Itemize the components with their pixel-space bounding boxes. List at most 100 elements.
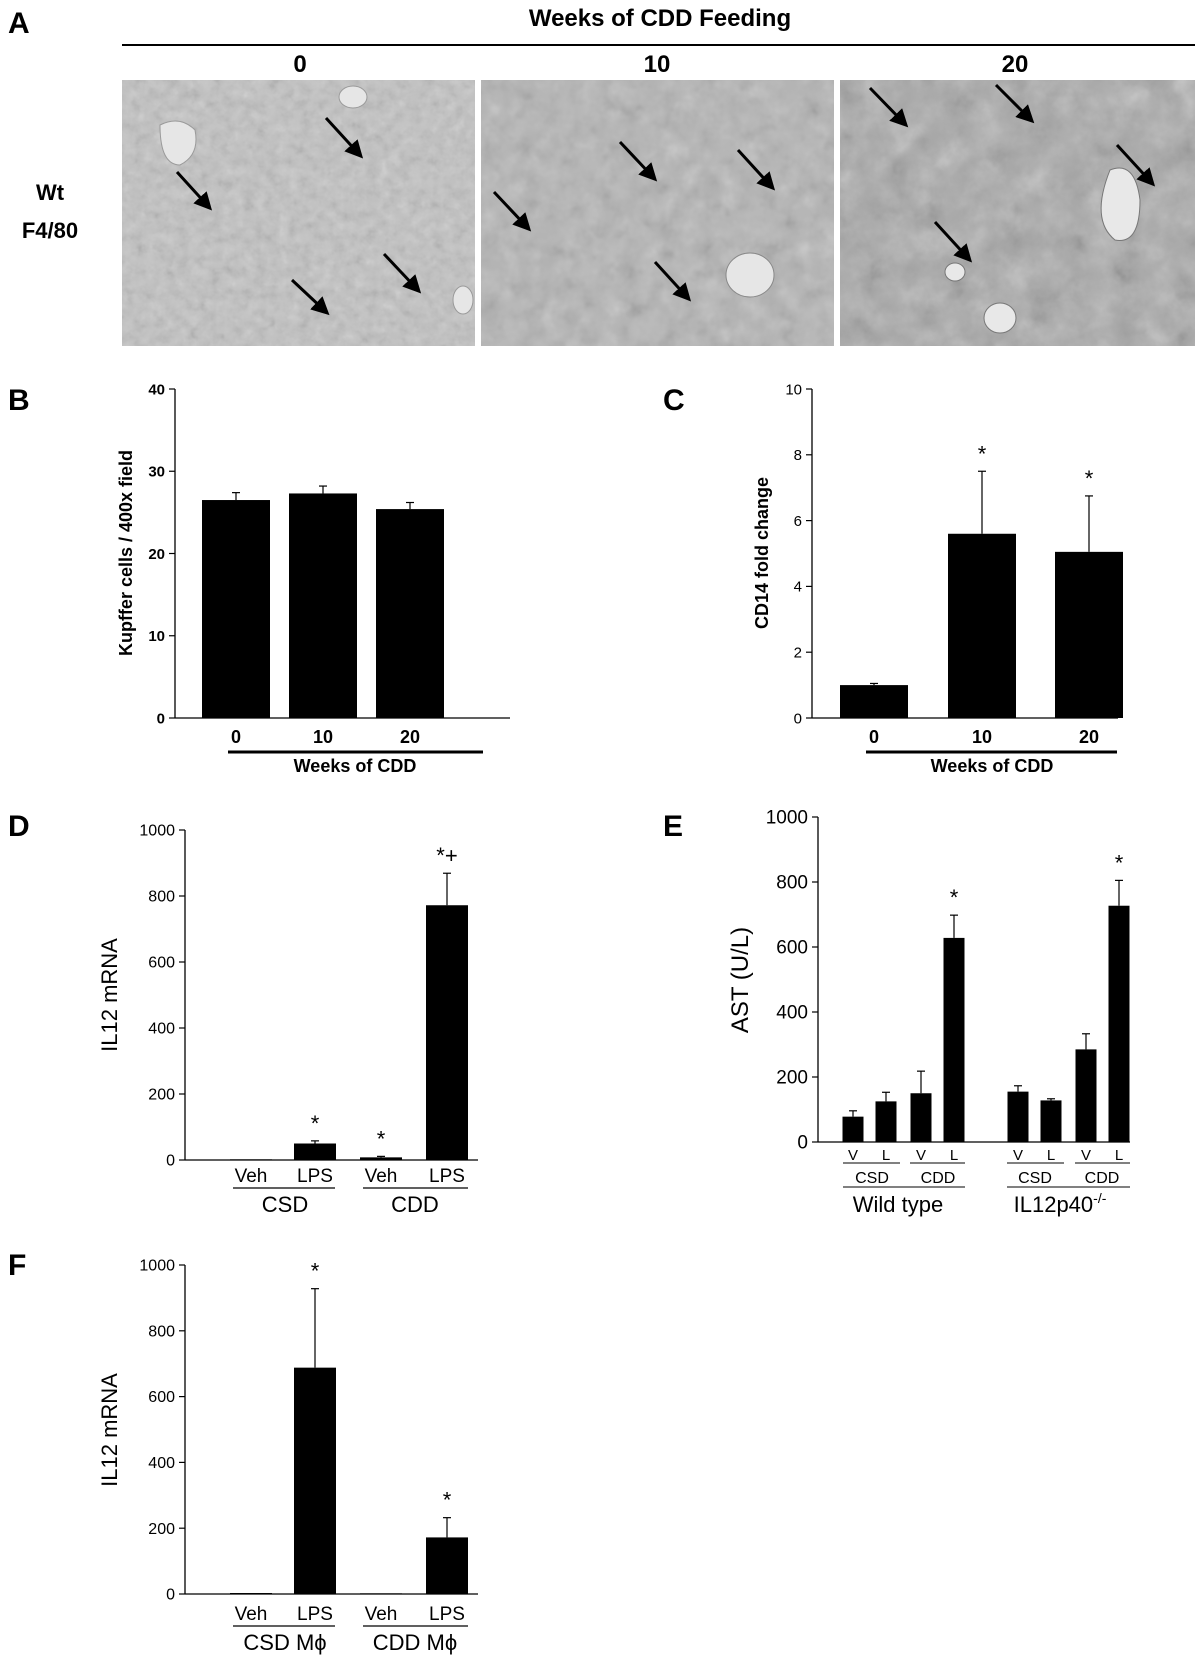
y-axis-label: AST (U/L) [727, 927, 754, 1033]
bar [294, 1367, 336, 1594]
bar [1108, 905, 1130, 1142]
panel-b-chart: B 0 10 20 30 40 Kupffer cells / 400x field 0 10 2… [8, 381, 510, 776]
panel-letter: F [8, 1249, 26, 1282]
x-axis-label: Weeks of CDD [931, 756, 1054, 776]
y-tick-label: 0 [797, 1133, 808, 1154]
micrograph-week-10 [481, 80, 834, 346]
panel-a: A Weeks of CDD Feeding 0 10 20 Wt F4/80 [8, 5, 1195, 346]
x-tick-label: L [1047, 1147, 1055, 1164]
group-label: CDD [391, 1192, 439, 1217]
panel-a-letter: A [8, 7, 30, 40]
panel-a-header: Weeks of CDD Feeding [529, 5, 791, 32]
y-tick-label: 10 [148, 628, 165, 645]
bar [1055, 551, 1123, 718]
y-tick-label: 400 [148, 1021, 175, 1038]
bar [426, 1537, 468, 1594]
y-tick-label: 8 [794, 447, 802, 464]
x-tick-label: 10 [313, 727, 333, 747]
bar [360, 1157, 402, 1160]
diet-label: CSD [855, 1170, 889, 1187]
bar [230, 1159, 272, 1160]
x-tick-label: 20 [1079, 727, 1099, 747]
bar [1075, 1049, 1097, 1142]
panel-c-chart: C 0 2 4 6 8 10 CD14 fold change * * 0 10 20 Weeks of … [663, 381, 1123, 776]
bar [1007, 1091, 1029, 1142]
y-tick-label: 0 [166, 1153, 175, 1170]
y-tick-label: 800 [148, 889, 175, 906]
panel-f-chart: F 0 200 400 600 800 1000 IL12 mRNA * * Veh LPS Veh LP… [8, 1249, 478, 1655]
genotype-label: IL12p40-/- [1014, 1190, 1107, 1217]
y-tick-label: 0 [794, 710, 802, 727]
y-tick-label: 1000 [139, 1258, 175, 1275]
y-tick-label: 0 [166, 1587, 175, 1604]
bar [289, 493, 357, 718]
bar [376, 509, 444, 718]
significance-mark: * [950, 885, 959, 910]
significance-mark: * [311, 1259, 320, 1284]
bar [875, 1101, 897, 1142]
x-tick-label: LPS [297, 1166, 333, 1187]
significance-mark: * [377, 1126, 386, 1151]
panel-a-col-label-0: 0 [293, 51, 306, 78]
y-tick-label: 200 [776, 1068, 808, 1089]
x-tick-label: 0 [869, 727, 879, 747]
x-tick-label: L [882, 1147, 890, 1164]
bar [910, 1093, 932, 1142]
x-tick-label: V [848, 1147, 858, 1164]
panel-a-col-label-10: 10 [644, 51, 671, 78]
x-axis-label: Weeks of CDD [294, 756, 417, 776]
x-tick-label: Veh [235, 1166, 268, 1187]
y-tick-label: 1000 [139, 823, 175, 840]
x-tick-label: Veh [365, 1604, 398, 1625]
x-tick-label: 10 [972, 727, 992, 747]
x-tick-label: L [1115, 1147, 1123, 1164]
bar [294, 1143, 336, 1160]
significance-mark: * [443, 1488, 452, 1513]
x-tick-label: V [1013, 1147, 1023, 1164]
y-tick-label: 600 [148, 1389, 175, 1406]
y-tick-label: 400 [148, 1455, 175, 1472]
y-axis-label: Kupffer cells / 400x field [116, 450, 136, 656]
panel-a-row-label-f480: F4/80 [22, 218, 78, 243]
x-tick-label: LPS [429, 1166, 465, 1187]
y-tick-label: 10 [785, 381, 802, 398]
x-tick-label: Veh [235, 1604, 268, 1625]
y-axis-label: IL12 mRNA [97, 938, 122, 1052]
y-tick-label: 200 [148, 1087, 175, 1104]
group-label: CDD Mϕ [373, 1630, 457, 1655]
diet-label: CDD [1085, 1170, 1120, 1187]
significance-mark: * [311, 1111, 320, 1136]
genotype-superscript: -/- [1093, 1190, 1107, 1206]
y-tick-label: 6 [794, 513, 802, 530]
panel-a-row-label-wt: Wt [36, 180, 65, 205]
x-tick-label: 0 [231, 727, 241, 747]
y-tick-label: 800 [148, 1323, 175, 1340]
panel-letter: E [663, 810, 683, 843]
significance-mark: * [978, 441, 987, 466]
x-tick-label: LPS [429, 1604, 465, 1625]
y-tick-label: 600 [776, 938, 808, 959]
panel-letter: B [8, 384, 30, 417]
bar [426, 905, 468, 1160]
significance-mark: * [1115, 850, 1124, 875]
bar [1040, 1100, 1062, 1142]
panel-e-chart: E 0 200 400 600 800 1000 AST (U/L) * * V L V L V L V L CSD… [663, 808, 1130, 1217]
y-tick-label: 30 [148, 464, 165, 481]
group-label: CSD Mϕ [243, 1630, 326, 1655]
micrograph-week-20 [840, 80, 1195, 346]
panel-letter: D [8, 810, 30, 843]
y-tick-label: 20 [148, 546, 165, 563]
y-tick-label: 2 [794, 644, 802, 661]
genotype-label: Wild type [853, 1192, 943, 1217]
y-tick-label: 40 [148, 381, 165, 398]
diet-label: CDD [921, 1170, 956, 1187]
x-tick-label: L [950, 1147, 958, 1164]
bar [230, 1593, 272, 1594]
y-tick-label: 400 [776, 1003, 808, 1024]
y-tick-label: 1000 [766, 808, 808, 829]
bar [840, 685, 908, 718]
bar [202, 500, 270, 718]
bar [842, 1116, 864, 1142]
x-tick-label: LPS [297, 1604, 333, 1625]
significance-mark: * [1085, 466, 1094, 491]
